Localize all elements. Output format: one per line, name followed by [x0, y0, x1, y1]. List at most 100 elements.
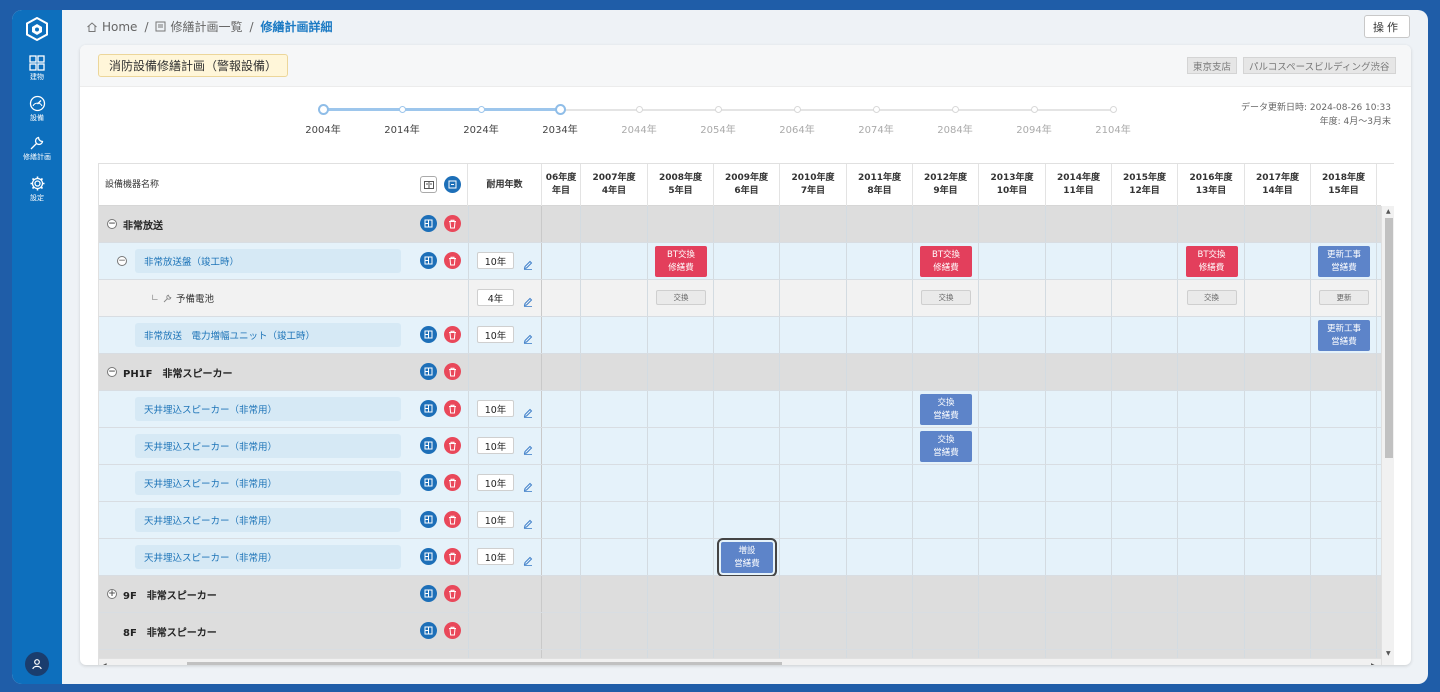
add-item-icon[interactable]: [420, 400, 437, 417]
group-row[interactable]: +9F 非常スピーカー: [99, 576, 1381, 613]
lifespan-input[interactable]: 10年: [477, 474, 514, 491]
collapse-icon[interactable]: −: [107, 367, 117, 377]
sub-event-button[interactable]: 交換: [1186, 290, 1237, 305]
lifespan-input[interactable]: 10年: [477, 326, 514, 343]
operations-button[interactable]: 操作: [1364, 15, 1410, 38]
table-row[interactable]: 非常放送 電力増幅ユニット（竣工時） 10年 更新工事 営繕費: [99, 317, 1381, 354]
add-item-icon[interactable]: [420, 326, 437, 343]
repair-event[interactable]: 交換 営繕費: [920, 431, 972, 462]
repair-event[interactable]: 更新工事 営繕費: [1318, 246, 1370, 277]
equipment-name[interactable]: 天井埋込スピーカー（非常用）: [135, 508, 401, 532]
sidebar-item-0[interactable]: 建物: [12, 55, 62, 82]
edit-pencil-icon[interactable]: [523, 260, 533, 270]
timeline-dot[interactable]: [951, 106, 959, 113]
edit-pencil-icon[interactable]: [523, 556, 533, 566]
collapse-icon[interactable]: −: [117, 256, 127, 266]
table-row[interactable]: − 非常放送盤（竣工時） 10年 BT交換 修繕費 BT交換 修繕費 BT交換 修繕費 更新工事営…: [99, 243, 1381, 280]
edit-pencil-icon[interactable]: [523, 482, 533, 492]
sidebar-item-3[interactable]: 設定: [12, 175, 62, 203]
timeline-dot[interactable]: [714, 106, 722, 113]
equipment-name[interactable]: 天井埋込スピーカー（非常用）: [135, 434, 401, 458]
edit-pencil-icon[interactable]: [523, 445, 533, 455]
repair-event[interactable]: BT交換 修繕費: [655, 246, 707, 277]
group-row[interactable]: 8F 非常スピーカー: [99, 613, 1381, 650]
year-timeline[interactable]: 2004年 2014年 2024年 2034年 2044年 2054年 2064年 2074年…: [80, 100, 1411, 140]
equipment-name[interactable]: 天井埋込スピーカー（非常用）: [135, 545, 401, 569]
timeline-dot[interactable]: [793, 106, 801, 113]
lifespan-input[interactable]: 10年: [477, 511, 514, 528]
breadcrumb-list[interactable]: 修繕計画一覧: [170, 20, 243, 34]
edit-pencil-icon[interactable]: [523, 334, 533, 344]
timeline-year-label[interactable]: 2054年: [700, 125, 736, 136]
delete-icon[interactable]: [444, 511, 461, 528]
delete-icon[interactable]: [444, 622, 461, 639]
add-item-icon[interactable]: [420, 252, 437, 269]
logo-icon[interactable]: [25, 17, 49, 41]
equipment-name[interactable]: 天井埋込スピーカー（非常用）: [135, 397, 401, 421]
add-group-icon[interactable]: [444, 176, 461, 193]
timeline-year-label[interactable]: 2024年: [463, 125, 499, 136]
table-row[interactable]: 天井埋込スピーカー（非常用） 10年: [99, 465, 1381, 502]
group-row[interactable]: − 非常放送: [99, 206, 1381, 243]
table-row[interactable]: 天井埋込スピーカー（非常用） 10年 交換 営繕費: [99, 391, 1381, 428]
add-item-icon[interactable]: [420, 215, 437, 232]
delete-icon[interactable]: [444, 252, 461, 269]
timeline-year-label[interactable]: 2014年: [384, 125, 420, 136]
timeline-dot[interactable]: [398, 106, 406, 113]
vertical-scrollbar[interactable]: ▲ ▼: [1381, 206, 1394, 665]
user-avatar[interactable]: [25, 652, 49, 676]
vertical-scroll-thumb[interactable]: [1385, 218, 1393, 458]
lifespan-input[interactable]: 10年: [477, 437, 514, 454]
sidebar-item-1[interactable]: 設備: [12, 95, 62, 123]
edit-pencil-icon[interactable]: [523, 297, 533, 307]
timeline-year-label[interactable]: 2084年: [937, 125, 973, 136]
repair-event[interactable]: 交換 営繕費: [920, 394, 972, 425]
delete-icon[interactable]: [444, 363, 461, 380]
expand-all-icon[interactable]: [420, 176, 437, 193]
expand-icon[interactable]: +: [107, 589, 117, 599]
delete-icon[interactable]: [444, 437, 461, 454]
sub-event-button[interactable]: 交換: [921, 290, 971, 305]
delete-icon[interactable]: [444, 215, 461, 232]
timeline-dot[interactable]: [872, 106, 880, 113]
table-row[interactable]: 天井埋込スピーカー（非常用） 10年 交換 営繕費: [99, 428, 1381, 465]
repair-event[interactable]: 増設 営繕費: [717, 538, 777, 577]
repair-event[interactable]: BT交換 修繕費: [920, 246, 972, 277]
sidebar-item-2[interactable]: 修繕計画: [12, 135, 62, 162]
timeline-year-label[interactable]: 2074年: [858, 125, 894, 136]
add-item-icon[interactable]: [420, 363, 437, 380]
delete-icon[interactable]: [444, 326, 461, 343]
sub-item-row[interactable]: ∟ 予備電池 4年 交換 交換 交換 更新: [99, 280, 1381, 317]
group-row[interactable]: − PH1F 非常スピーカー: [99, 354, 1381, 391]
timeline-year-label[interactable]: 2044年: [621, 125, 657, 136]
equipment-name[interactable]: 天井埋込スピーカー（非常用）: [135, 471, 401, 495]
horizontal-scrollbar[interactable]: ◀ ▶: [99, 658, 1381, 665]
add-item-icon[interactable]: [420, 474, 437, 491]
add-item-icon[interactable]: [420, 511, 437, 528]
add-item-icon[interactable]: [420, 585, 437, 602]
timeline-dot[interactable]: [1109, 106, 1117, 113]
lifespan-input[interactable]: 10年: [477, 400, 514, 417]
add-item-icon[interactable]: [420, 437, 437, 454]
sub-event-button[interactable]: 更新: [1319, 290, 1369, 305]
add-item-icon[interactable]: [420, 548, 437, 565]
timeline-dot[interactable]: [477, 106, 485, 113]
collapse-icon[interactable]: −: [107, 219, 117, 229]
breadcrumb-home[interactable]: Home: [102, 19, 138, 34]
timeline-year-label[interactable]: 2034年: [542, 125, 578, 136]
equipment-name[interactable]: 非常放送 電力増幅ユニット（竣工時）: [135, 323, 401, 347]
add-item-icon[interactable]: [420, 622, 437, 639]
horizontal-scroll-thumb[interactable]: [187, 662, 782, 665]
table-row[interactable]: 天井埋込スピーカー（非常用） 10年: [99, 502, 1381, 539]
lifespan-input[interactable]: 4年: [477, 289, 514, 306]
delete-icon[interactable]: [444, 585, 461, 602]
delete-icon[interactable]: [444, 548, 461, 565]
edit-pencil-icon[interactable]: [523, 408, 533, 418]
lifespan-input[interactable]: 10年: [477, 548, 514, 565]
timeline-year-label[interactable]: 2104年: [1095, 125, 1131, 136]
timeline-year-label[interactable]: 2064年: [779, 125, 815, 136]
timeline-handle[interactable]: [555, 104, 566, 115]
timeline-year-label[interactable]: 2094年: [1016, 125, 1052, 136]
repair-event[interactable]: BT交換 修繕費: [1185, 246, 1238, 277]
table-row[interactable]: 天井埋込スピーカー（非常用） 10年 増設 営繕費: [99, 538, 1381, 577]
